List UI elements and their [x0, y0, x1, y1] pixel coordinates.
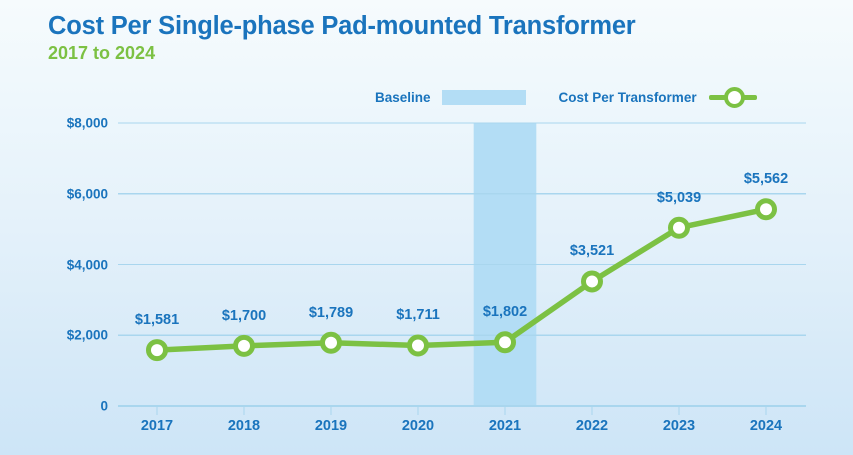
data-point-marker[interactable]: [755, 198, 777, 221]
data-point-marker[interactable]: [320, 331, 342, 354]
x-tick-label-2021: 2021: [488, 418, 522, 434]
data-label-2024: $5,562: [743, 171, 789, 188]
data-point-marker[interactable]: [668, 216, 690, 239]
data-point-marker[interactable]: [494, 331, 516, 354]
data-label-2019: $1,789: [308, 304, 354, 321]
x-axis: 2017 2018 2019 2020 2021 2022 2023 2024: [0, 418, 853, 442]
data-point-marker[interactable]: [146, 339, 168, 362]
legend-entry-cost-per-transformer: Cost Per Transformer: [559, 86, 757, 108]
page-title: Cost Per Single-phase Pad-mounted Transf…: [48, 12, 636, 40]
y-axis: 0 $2,000 $4,000 $6,000 $8,000: [22, 0, 108, 455]
data-label-2023: $5,039: [656, 189, 702, 206]
data-label-2021: $1,802: [482, 304, 528, 321]
legend-circle-marker: [723, 87, 745, 108]
y-tick-label: $4,000: [66, 257, 108, 272]
legend-label-cost-per-transformer: Cost Per Transformer: [558, 89, 697, 105]
x-tick-label-2020: 2020: [401, 418, 435, 434]
y-tick-label: $8,000: [66, 115, 108, 131]
legend-entry-baseline: Baseline: [375, 89, 526, 105]
chart-legend: Baseline Cost Per Transformer: [375, 85, 815, 109]
y-tick-label: $6,000: [66, 186, 108, 202]
y-tick-label: 0: [100, 398, 108, 414]
legend-line-marker-icon: [708, 86, 757, 108]
x-tick-label-2018: 2018: [227, 418, 261, 434]
x-tick-label-2022: 2022: [575, 418, 609, 434]
chart-header: Cost Per Single-phase Pad-mounted Transf…: [48, 12, 828, 64]
data-label-2022: $3,521: [569, 243, 615, 260]
x-tick-label-2024: 2024: [749, 418, 783, 434]
data-point-marker[interactable]: [407, 334, 429, 357]
legend-label-baseline: Baseline: [375, 89, 431, 105]
data-label-2017: $1,581: [134, 312, 180, 329]
series-line-cost-per-transformer: [154, 206, 769, 353]
data-point-marker[interactable]: [233, 334, 255, 357]
legend-swatch-baseline: [441, 89, 526, 105]
data-point-marker[interactable]: [581, 270, 603, 293]
data-label-2020: $1,711: [396, 307, 440, 324]
page-subtitle: 2017 to 2024: [48, 42, 156, 63]
y-tick-label: $2,000: [66, 327, 108, 343]
data-label-2018: $1,700: [221, 307, 267, 324]
x-tick-label-2017: 2017: [140, 418, 174, 434]
x-tick-label-2023: 2023: [662, 418, 696, 434]
x-tick-label-2019: 2019: [314, 418, 348, 434]
